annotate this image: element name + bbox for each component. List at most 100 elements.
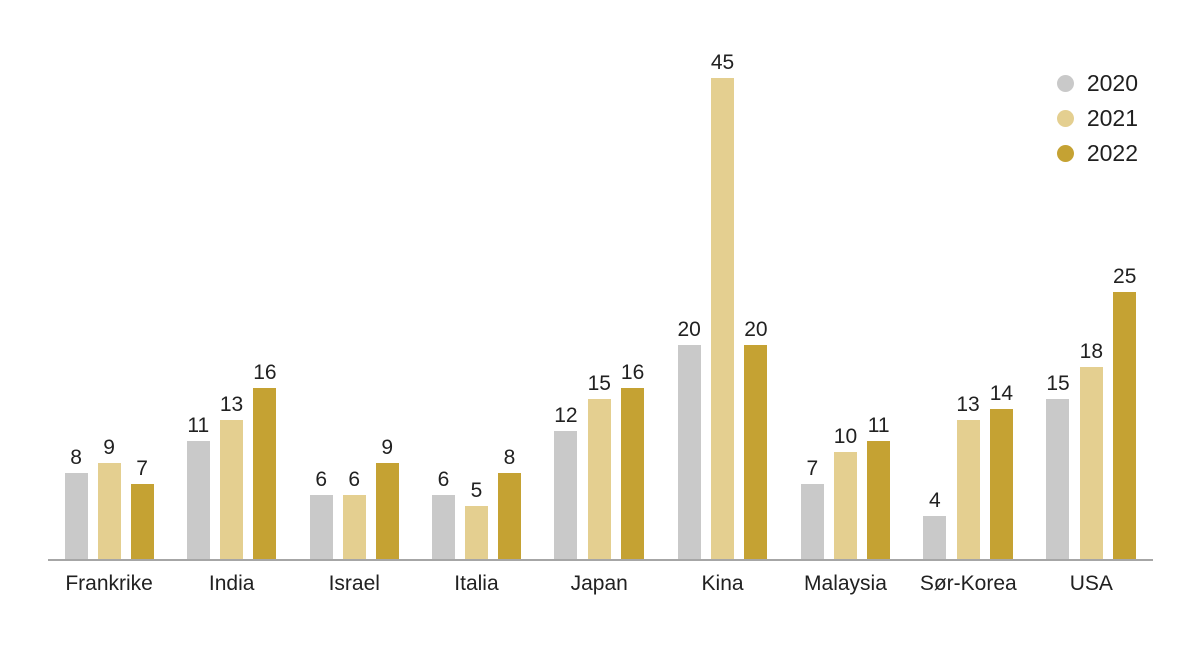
bar-2022-frankrike[interactable]: [130, 484, 154, 559]
bar-wrap: 25: [1113, 266, 1136, 559]
bar-2022-israel[interactable]: [375, 463, 399, 559]
bar-wrap: 4: [923, 489, 947, 559]
data-label-2020-india: 11: [187, 414, 210, 437]
bar-cluster: 20 45 20: [678, 52, 768, 559]
data-label-2022-frankrike: 7: [136, 457, 148, 480]
bar-wrap: 6: [431, 468, 455, 559]
data-label-2021-italia: 5: [470, 479, 483, 502]
bar-wrap: 8: [64, 446, 88, 559]
bar-2021-sør-korea[interactable]: [956, 420, 980, 559]
bar-2020-israel[interactable]: [309, 495, 333, 559]
bar-2020-italia[interactable]: [431, 495, 455, 559]
bar-2022-kina[interactable]: [744, 345, 768, 559]
bar-wrap: 8: [497, 447, 521, 559]
bar-wrap: 14: [990, 383, 1013, 559]
data-label-2021-india: 13: [219, 393, 244, 416]
legend-item-2021[interactable]: 2021: [1056, 105, 1138, 131]
data-label-2020-frankrike: 8: [70, 446, 82, 469]
bar-wrap: 10: [834, 426, 857, 559]
data-label-2022-india: 16: [253, 361, 277, 384]
data-label-2020-usa: 15: [1046, 372, 1070, 395]
category-label-japan: Japan: [570, 572, 628, 595]
data-label-2022-malaysia: 11: [867, 414, 890, 437]
bar-2020-india[interactable]: [186, 441, 210, 559]
bar-wrap: 15: [588, 373, 611, 559]
category-group-malaysia: 7 10 11 Malaysia: [800, 0, 891, 595]
category-label-israel: Israel: [328, 572, 380, 595]
category-group-sør-korea: 4 13 14 Sør-Korea: [920, 0, 1017, 595]
bar-2022-malaysia[interactable]: [867, 441, 891, 559]
bar-cluster: 7 10 11: [800, 414, 891, 559]
bar-2022-sør-korea[interactable]: [989, 409, 1013, 559]
category-group-japan: 12 15 16 Japan: [554, 0, 644, 595]
legend-color-dot-2020: [1056, 75, 1074, 92]
legend-color-dot-2021: [1056, 110, 1074, 127]
bar-wrap: 9: [97, 437, 121, 559]
bar-wrap: 11: [186, 414, 210, 559]
bar-wrap: 20: [678, 319, 701, 559]
data-label-2022-sør-korea: 14: [989, 382, 1014, 405]
bar-2022-india[interactable]: [253, 388, 277, 559]
bar-wrap: 13: [220, 394, 243, 559]
bar-2021-malaysia[interactable]: [833, 452, 857, 559]
legend-item-2022[interactable]: 2022: [1056, 140, 1138, 166]
bar-wrap: 7: [800, 457, 824, 559]
data-label-2020-italia: 6: [437, 468, 450, 491]
bar-2022-italia[interactable]: [497, 473, 521, 559]
bar-cluster: 4 13 14: [923, 383, 1013, 559]
bar-wrap: 6: [309, 468, 333, 559]
bar-wrap: 7: [130, 457, 154, 559]
bar-2020-kina[interactable]: [677, 345, 701, 559]
bar-wrap: 11: [867, 414, 891, 559]
bar-2020-usa[interactable]: [1046, 399, 1070, 559]
data-label-2020-sør-korea: 4: [929, 489, 941, 512]
category-group-italia: 6 5 8 Italia: [431, 0, 521, 595]
data-label-2020-japan: 12: [554, 404, 578, 427]
bar-2020-frankrike[interactable]: [64, 473, 88, 559]
data-label-2020-malaysia: 7: [806, 457, 819, 480]
category-group-frankrike: 8 9 7 Frankrike: [64, 0, 154, 595]
bar-wrap: 16: [253, 361, 277, 559]
bar-wrap: 20: [744, 318, 768, 559]
category-group-india: 11 13 16 India: [186, 0, 277, 595]
bar-2021-israel[interactable]: [342, 495, 366, 559]
bar-wrap: 16: [621, 362, 644, 559]
category-label-sør-korea: Sør-Korea: [919, 572, 1017, 595]
data-label-2021-israel: 6: [348, 468, 361, 491]
data-label-2021-usa: 18: [1079, 340, 1104, 363]
bar-2022-japan[interactable]: [621, 388, 645, 559]
bar-2021-usa[interactable]: [1079, 367, 1103, 559]
bar-2021-japan[interactable]: [587, 399, 611, 559]
data-label-2022-kina: 20: [744, 318, 768, 341]
data-label-2021-kina: 45: [710, 51, 735, 74]
legend-item-2020[interactable]: 2020: [1056, 70, 1138, 96]
bar-2021-india[interactable]: [220, 420, 243, 559]
data-label-2022-israel: 9: [381, 436, 394, 459]
data-label-2021-japan: 15: [587, 372, 611, 395]
bar-2021-italia[interactable]: [464, 506, 488, 559]
data-label-2021-sør-korea: 13: [956, 393, 980, 416]
category-label-usa: USA: [1069, 572, 1113, 595]
data-label-2021-malaysia: 10: [833, 425, 858, 448]
legend: 2020 2021 2022: [1056, 70, 1138, 166]
category-label-malaysia: Malaysia: [804, 572, 887, 595]
bar-2020-sør-korea[interactable]: [923, 516, 947, 559]
bar-cluster: 12 15 16: [554, 362, 644, 559]
legend-color-dot-2022: [1056, 145, 1074, 162]
category-label-frankrike: Frankrike: [65, 572, 153, 595]
bar-2022-usa[interactable]: [1113, 292, 1137, 559]
data-label-2020-kina: 20: [677, 318, 701, 341]
bar-2020-japan[interactable]: [554, 431, 578, 559]
bar-wrap: 18: [1080, 341, 1103, 559]
bar-wrap: 5: [464, 479, 488, 559]
data-label-2020-israel: 6: [315, 468, 328, 491]
legend-label-2020: 2020: [1086, 70, 1138, 96]
bar-2020-malaysia[interactable]: [800, 484, 824, 559]
legend-label-2021: 2021: [1086, 105, 1138, 131]
category-label-kina: Kina: [701, 572, 744, 595]
category-group-israel: 6 6 9 Israel: [309, 0, 399, 595]
bar-2021-frankrike[interactable]: [97, 463, 121, 559]
legend-label-2022: 2022: [1086, 140, 1138, 166]
bar-2021-kina[interactable]: [711, 78, 735, 559]
